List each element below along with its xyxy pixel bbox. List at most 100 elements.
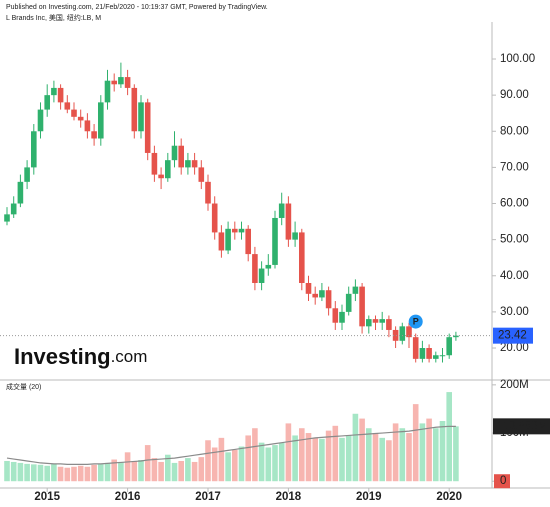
candle-body <box>238 228 245 233</box>
chart-title: L Brands Inc, 美国, 纽约:LB, M <box>6 13 101 22</box>
candle-body <box>171 145 178 161</box>
candle-body <box>453 335 459 338</box>
y-tick-label: 80.00 <box>500 125 529 137</box>
candle-body <box>218 232 225 251</box>
x-tick-label: 2018 <box>276 491 302 503</box>
annotation-marker <box>408 314 423 329</box>
volume-bar <box>191 461 198 482</box>
volume-bar <box>332 425 339 482</box>
candle-body <box>111 80 117 85</box>
volume-bar <box>439 420 446 482</box>
volume-bar <box>278 442 285 482</box>
candle-body <box>426 348 432 359</box>
candle-body <box>292 232 298 240</box>
volume-bar <box>272 445 278 482</box>
volume-bar <box>37 464 44 482</box>
candle-body <box>225 228 231 251</box>
x-tick-label: 2019 <box>356 491 382 503</box>
candle-body <box>138 102 144 132</box>
volume-bar <box>10 461 17 482</box>
candle-body <box>339 311 345 323</box>
candle-body <box>124 77 131 88</box>
candle-body <box>31 131 37 168</box>
volume-bar <box>185 458 191 482</box>
candle-body <box>278 203 285 218</box>
x-tick-label: 2016 <box>115 491 141 503</box>
candle-body <box>98 102 104 139</box>
volume-bar <box>17 462 24 482</box>
candle-body <box>406 326 412 338</box>
volume-bar <box>44 465 50 482</box>
volume-bar <box>386 440 392 482</box>
candle-body <box>419 348 426 359</box>
volume-bar <box>198 457 205 482</box>
candle-body <box>232 228 238 233</box>
volume-bar <box>51 463 57 482</box>
candle-body <box>131 87 138 132</box>
candle-body <box>178 145 184 168</box>
volume-bar <box>124 452 131 482</box>
logo: Investing.com <box>14 344 147 369</box>
volume-bar <box>258 442 265 482</box>
volume-bar <box>57 466 64 482</box>
volume-bar <box>4 460 10 482</box>
candle-body <box>299 232 305 283</box>
candle-body <box>372 319 379 323</box>
volume-bar <box>285 423 292 482</box>
volume-bar <box>325 430 332 482</box>
candle-body <box>37 109 44 132</box>
volume-bar <box>77 465 84 482</box>
candle-body <box>64 102 71 110</box>
volume-tick-label: 0 <box>500 475 506 487</box>
x-tick-label: 2015 <box>34 491 60 503</box>
candle-body <box>379 319 385 323</box>
candle-body <box>332 308 339 323</box>
y-tick-label: 60.00 <box>500 198 529 210</box>
candle-body <box>305 282 312 294</box>
volume-bar <box>104 462 111 482</box>
volume-bar <box>151 458 158 482</box>
volume-bar <box>111 459 117 482</box>
volume-bar <box>91 464 97 482</box>
last-price-label: 23.42 <box>498 330 527 342</box>
candle-body <box>191 160 198 168</box>
volume-bar <box>165 454 171 482</box>
candle-body <box>144 102 151 153</box>
y-tick-label: 90.00 <box>500 89 529 101</box>
volume-bar <box>345 435 352 482</box>
y-tick-label: 30.00 <box>500 306 529 318</box>
volume-bar <box>245 435 251 482</box>
volume-ma-line <box>6 425 456 465</box>
volume-bar <box>292 435 298 482</box>
volume-bar <box>433 428 439 482</box>
candle-body <box>71 109 77 117</box>
volume-bar <box>392 423 399 482</box>
volume-bar <box>299 428 305 482</box>
candle-body <box>104 80 111 103</box>
volume-bar <box>238 446 245 482</box>
candle-body <box>165 160 171 179</box>
volume-bar <box>453 426 459 482</box>
y-tick-label: 40.00 <box>500 270 529 282</box>
volume-title: 成交量 (20) <box>6 382 41 391</box>
last-price-box <box>493 327 533 344</box>
x-tick-label: 2020 <box>436 491 462 503</box>
candle-body <box>57 87 64 103</box>
candle-body <box>412 337 419 359</box>
volume-bar <box>118 461 124 482</box>
y-tick-label: 20.00 <box>500 342 529 354</box>
candle-body <box>433 355 439 359</box>
volume-bar <box>205 440 211 482</box>
candle-body <box>366 319 372 327</box>
candle-body <box>211 203 218 233</box>
volume-bar <box>24 463 30 482</box>
volume-bar <box>305 433 312 482</box>
candle-body <box>151 152 158 175</box>
candle-body <box>258 268 265 283</box>
candle-body <box>205 181 211 204</box>
candle-body <box>198 167 205 182</box>
volume-bar <box>84 466 91 482</box>
volume-bar <box>31 464 37 482</box>
volume-bar <box>319 438 325 482</box>
